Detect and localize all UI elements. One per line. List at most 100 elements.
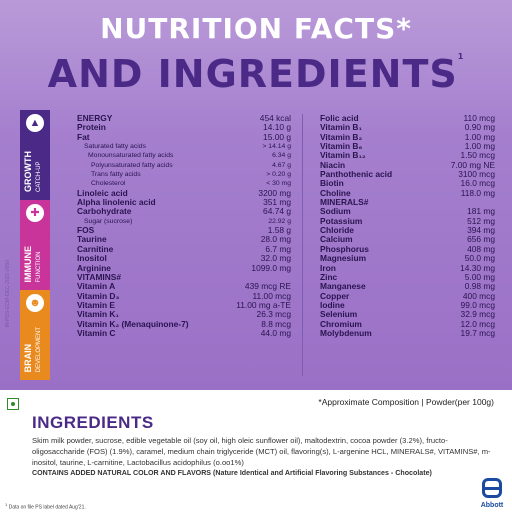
nutrient-row: Alpha linolenic acid 351 mg xyxy=(77,197,291,208)
nutrient-row: FOS 1.58 g xyxy=(77,225,291,236)
nutrient-name: Potassium xyxy=(320,215,363,226)
nutrient-name: Chloride xyxy=(320,225,354,236)
brain-label: BRAIN xyxy=(23,343,33,373)
purple-panel xyxy=(0,0,512,390)
nutrient-value: 5.00 mg xyxy=(464,271,495,282)
nutrient-value: 11.00 mg a-TE xyxy=(236,299,291,310)
nutrient-value: 0.90 mg xyxy=(464,122,495,133)
nutrient-name: Vitamin B₆ xyxy=(320,141,363,152)
title-nutrition-facts: NUTRITION FACTS* xyxy=(100,12,412,45)
nutrient-value: 4.67 g xyxy=(272,161,291,169)
nutrient-value: 0.98 mg xyxy=(464,281,495,292)
nutrient-name: Zinc xyxy=(320,271,338,282)
product-code: IN-PDS-ECM-DEC-2021-0050 xyxy=(5,260,11,328)
nutrient-value: 3100 mcg xyxy=(458,169,495,180)
nutrient-row: Taurine 28.0 mg xyxy=(77,235,291,245)
column-divider xyxy=(302,114,303,376)
nutrient-name: Polyunsaturated fatty acids xyxy=(91,161,173,169)
nutrient-value: 7.00 mg NE xyxy=(450,159,495,170)
nutrient-name: VITAMINS# xyxy=(77,271,122,282)
nutrient-value: 656 mg xyxy=(467,234,495,245)
nutrient-name: Linoleic acid xyxy=(77,187,128,198)
nutrient-row: Saturated fatty acids > 14.14 g xyxy=(77,142,291,151)
nutrient-value: 15.00 g xyxy=(263,131,291,142)
nutrient-value: 6.7 mg xyxy=(265,243,291,254)
nutrient-name: Selenium xyxy=(320,309,358,320)
nutrient-row: Chromium 12.0 mcg xyxy=(320,319,495,329)
nutrient-row: Vitamin A 439 mcg RE xyxy=(77,281,291,292)
contains-statement: CONTAINS ADDED NATURAL COLOR AND FLAVORS… xyxy=(32,469,432,477)
nutrient-name: Carbohydrate xyxy=(77,206,132,217)
nutrient-row: Vitamin E 11.00 mg a-TE xyxy=(77,299,291,310)
nutrient-name: Saturated fatty acids xyxy=(84,143,146,151)
nutrient-row: Vitamin K₂ (Menaquinone-7) 8.8 mcg xyxy=(77,318,291,329)
nutrient-name: Protein xyxy=(77,122,106,133)
nutrient-row: Vitamin D₃ 11.00 mcg xyxy=(77,290,291,301)
title-and-ingredients: AND INGREDIENTS1 xyxy=(47,52,465,96)
brain-head-icon: ☻ xyxy=(26,294,44,312)
nutrient-row: Vitamin B₆ 1.00 mg xyxy=(320,141,495,152)
brain-segment: ☻ BRAIN DEVELOPMENT xyxy=(20,290,50,380)
nutrient-row: Fat 15.00 g xyxy=(77,131,291,142)
nutrient-row: Vitamin B₂ 1.00 mg xyxy=(320,131,495,142)
nutrient-row: Panthothenic acid 3100 mcg xyxy=(320,169,495,180)
nutrient-row: Monounsaturated fatty acids 6.34 g xyxy=(77,151,291,160)
nutrient-row: Zinc 5.00 mg xyxy=(320,271,495,282)
nutrient-row: ENERGY 454 kcal xyxy=(77,113,291,123)
nutrient-row: Selenium 32.9 mcg xyxy=(320,309,495,320)
nutrient-row: Copper 400 mcg xyxy=(320,290,495,301)
nutrient-value: 394 mg xyxy=(467,225,495,236)
nutrient-row: Calcium 656 mg xyxy=(320,234,495,245)
nutrient-row: Magnesium 50.0 mg xyxy=(320,253,495,263)
nutrient-value: 26.3 mcg xyxy=(256,309,291,320)
nutrient-value: 14.30 mg xyxy=(460,262,495,273)
nutrient-name: Choline xyxy=(320,187,351,198)
abbott-logo: Abbott xyxy=(478,478,506,512)
nutrient-value: 6.34 g xyxy=(272,152,291,160)
abbott-mark-icon xyxy=(482,478,502,498)
nutrient-name: Fat xyxy=(77,131,90,142)
nutrient-value: 1.00 mg xyxy=(464,131,495,142)
nutrient-name: Vitamin E xyxy=(77,299,116,310)
nutrient-value: 44.0 mg xyxy=(260,327,291,338)
nutrient-row: Protein 14.10 g xyxy=(77,122,291,133)
nutrient-row: Trans fatty acids > 0.20 g xyxy=(77,170,291,179)
nutrient-value: 408 mg xyxy=(467,243,495,254)
nutrient-name: Vitamin B₂ xyxy=(320,131,363,142)
nutrient-value: 32.0 mg xyxy=(260,253,291,264)
nutrient-name: Vitamin K₂ (Menaquinone-7) xyxy=(77,318,189,329)
nutrient-value: 181 mg xyxy=(467,206,495,217)
nutrient-name: Vitamin B₁ xyxy=(320,122,362,133)
nutrient-row: Potassium 512 mg xyxy=(320,215,495,226)
growth-segment: ▲ GROWTH CATCH-UP xyxy=(20,110,50,200)
nutrient-name: Vitamin D₃ xyxy=(77,290,120,301)
nutrient-value: 118.0 mg xyxy=(460,187,495,198)
nutrient-name: Copper xyxy=(320,290,350,301)
footnote: 1 Data on file PS label dated Aug'21. xyxy=(5,502,86,511)
nutrient-name: Vitamin C xyxy=(77,327,116,338)
nutrient-value: 110 mcg xyxy=(463,113,496,123)
nutrient-name: FOS xyxy=(77,225,95,236)
nutrient-value: 8.8 mcg xyxy=(261,318,291,329)
nutrient-row: Polyunsaturated fatty acids 4.67 g xyxy=(77,161,291,170)
nutrient-value: 32.9 mcg xyxy=(460,309,495,320)
nutrient-name: Trans fatty acids xyxy=(91,171,141,179)
nutrient-row: Sugar (sucrose) 22.92 g xyxy=(77,217,291,226)
nutrient-row: Biotin 16.0 mcg xyxy=(320,179,495,189)
immune-shield-icon: ✚ xyxy=(26,204,44,222)
nutrient-row: Cholesterol < 30 mg xyxy=(77,179,291,188)
abbott-name: Abbott xyxy=(480,502,504,509)
nutrient-value: 439 mcg RE xyxy=(244,281,291,292)
nutrient-value: 1.00 mg xyxy=(464,141,495,152)
immune-sub: FUNCTION xyxy=(36,251,42,282)
nutrient-value: > 14.14 g xyxy=(262,143,291,151)
nutrient-name: Phosphorus xyxy=(320,243,369,254)
nutrient-row: Manganese 0.98 mg xyxy=(320,281,495,292)
nutrient-name: Alpha linolenic acid xyxy=(77,197,156,208)
nutrient-value: 1.50 mcg xyxy=(460,150,495,161)
nutrient-value: 512 mg xyxy=(467,215,495,226)
growth-arrow-icon: ▲ xyxy=(26,114,44,132)
nutrient-name: Iodine xyxy=(320,299,345,310)
nutrition-column-left: ENERGY 454 kcal Protein 14.10 g Fat 15.00 g Sa… xyxy=(77,113,291,338)
nutrient-name: Niacin xyxy=(320,159,346,170)
